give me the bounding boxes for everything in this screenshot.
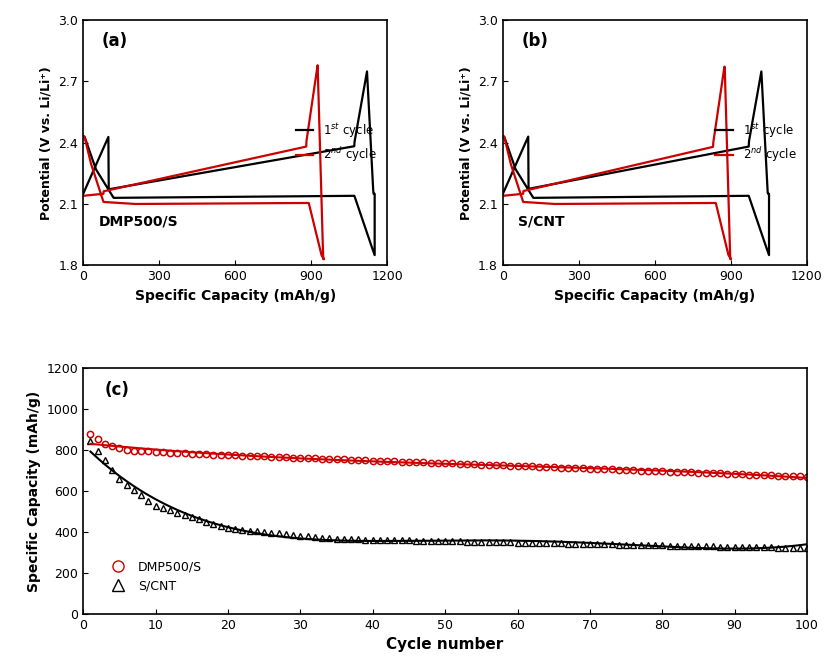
Y-axis label: Potential (V vs. Li/Li⁺): Potential (V vs. Li/Li⁺)	[40, 66, 53, 219]
Y-axis label: Specific Capacity (mAh/g): Specific Capacity (mAh/g)	[27, 390, 41, 592]
Text: (b): (b)	[521, 32, 548, 50]
Legend: 1$^{st}$ cycle, 2$^{nd}$ cycle: 1$^{st}$ cycle, 2$^{nd}$ cycle	[291, 116, 381, 169]
X-axis label: Cycle number: Cycle number	[387, 637, 503, 652]
Text: DMP500/S: DMP500/S	[98, 215, 178, 229]
X-axis label: Specific Capacity (mAh/g): Specific Capacity (mAh/g)	[135, 289, 336, 303]
Legend: DMP500/S, S/CNT: DMP500/S, S/CNT	[104, 556, 207, 598]
Text: S/CNT: S/CNT	[518, 215, 565, 229]
Y-axis label: Potential (V vs. Li/Li⁺): Potential (V vs. Li/Li⁺)	[459, 66, 473, 219]
Text: (c): (c)	[105, 381, 130, 399]
X-axis label: Specific Capacity (mAh/g): Specific Capacity (mAh/g)	[554, 289, 755, 303]
Text: (a): (a)	[102, 32, 127, 50]
Legend: 1$^{st}$ cycle, 2$^{nd}$ cycle: 1$^{st}$ cycle, 2$^{nd}$ cycle	[711, 116, 801, 169]
